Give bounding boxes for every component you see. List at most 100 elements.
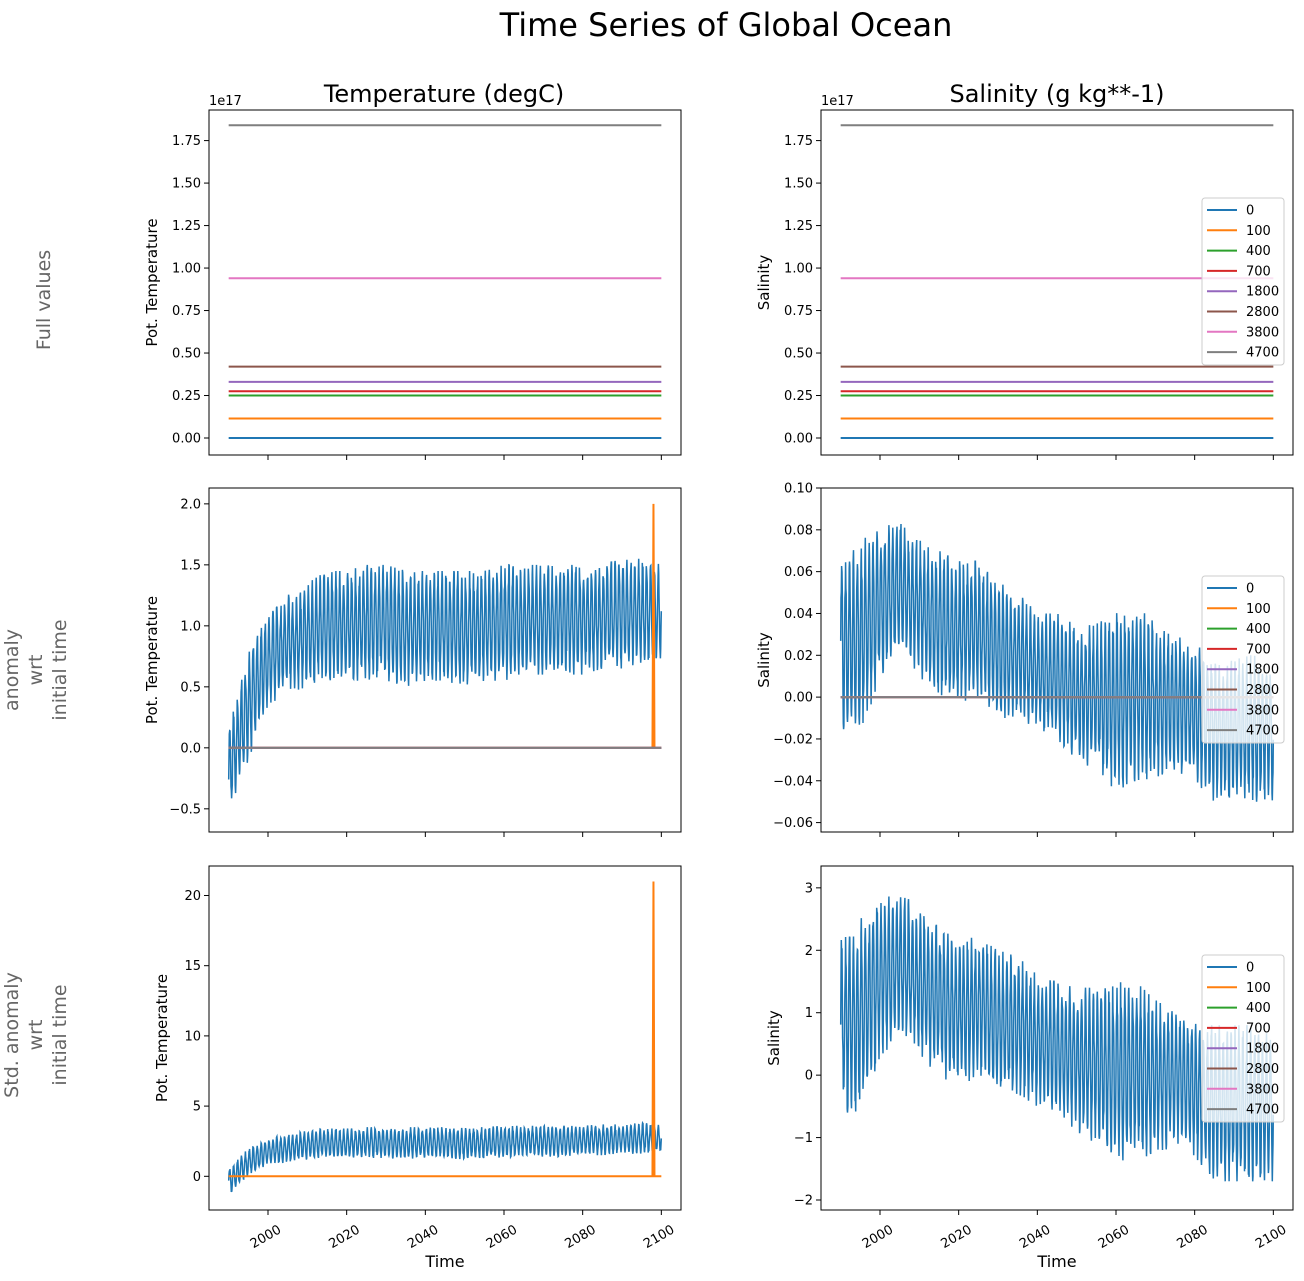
x-tick-label: 2060	[484, 1222, 520, 1252]
subplot: −0.5 0.0 0.5 1.0 1.5 2.0 Pot. Temperature	[143, 487, 682, 837]
row-label-line: initial time	[49, 984, 71, 1085]
row-label-line: wrt	[25, 1020, 47, 1051]
subplot: −0.06 −0.04 −0.02 0.00 0.02 0.04 0.06 0.08 0.10 S…	[755, 482, 1294, 837]
row-label-line: wrt	[25, 655, 47, 686]
y-offset-text: 1e17	[821, 94, 854, 109]
y-tick-label: 0	[805, 1069, 813, 1084]
y-axis-label: Salinity	[755, 632, 773, 688]
legend-label-4700: 4700	[1246, 1103, 1279, 1118]
legend-label-4700: 4700	[1246, 724, 1279, 739]
y-tick-label: 0.25	[172, 389, 201, 404]
y-tick-label: 0.04	[784, 607, 813, 622]
y-tick-label: 0.10	[784, 482, 813, 497]
legend-box	[1201, 197, 1285, 366]
row-label: Full values	[33, 250, 55, 350]
y-tick-label: 1.50	[172, 177, 201, 192]
legend-label-1800: 1800	[1246, 285, 1279, 300]
legend-label-400: 400	[1246, 1001, 1271, 1016]
subplot: 0 5 10 15 20 2000 2020 2040 2060 2080 2100 Time Pot.…	[153, 865, 682, 1271]
y-tick-label: 1.75	[784, 134, 813, 149]
y-tick-label: 1.00	[172, 262, 201, 277]
y-tick-label: 2.0	[180, 497, 201, 512]
x-tick-label: 2020	[939, 1222, 975, 1252]
y-tick-label: 0.06	[784, 565, 813, 580]
series-line-0	[839, 523, 1275, 802]
y-tick-label: 0.02	[784, 649, 813, 664]
y-tick-label: 0.50	[784, 347, 813, 362]
plot-area	[209, 110, 681, 455]
series-line-0	[227, 558, 663, 799]
y-tick-label: −0.02	[773, 732, 813, 747]
y-tick-label: 0.5	[180, 680, 201, 695]
row-label-line: anomaly	[1, 629, 23, 711]
subplot: 0.00 0.25 0.50 0.75 1.00 1.25 1.50 1.75 Salinity…	[755, 94, 1294, 460]
y-tick-label: 0.75	[172, 304, 201, 319]
axes-frame	[208, 109, 682, 456]
plot-lines	[228, 124, 662, 440]
y-offset-text: 1e17	[209, 94, 242, 109]
x-axis-label: Time	[1036, 1252, 1076, 1271]
y-tick-label: 0.08	[784, 523, 813, 538]
legend-label-0: 0	[1246, 582, 1254, 597]
y-tick-label: 0.0	[180, 741, 201, 756]
y-axis-label: Pot. Temperature	[143, 596, 161, 724]
legend-label-2800: 2800	[1246, 1062, 1279, 1077]
row-label: anomaly wrt initial time	[1, 619, 71, 720]
series-line-100	[228, 881, 662, 1178]
y-tick-label: 3	[805, 881, 813, 896]
legend-box	[1201, 575, 1285, 744]
axes-frame	[820, 865, 1294, 1211]
y-tick-label: −0.5	[169, 802, 201, 817]
legend-label-700: 700	[1246, 642, 1271, 657]
legend-label-1800: 1800	[1246, 1042, 1279, 1057]
legend-label-3800: 3800	[1246, 325, 1279, 340]
legend-label-2800: 2800	[1246, 305, 1279, 320]
y-tick-label: 0.00	[784, 432, 813, 447]
plot-lines	[839, 896, 1275, 1182]
legend-label-700: 700	[1246, 264, 1271, 279]
y-tick-label: 0.00	[172, 432, 201, 447]
y-tick-label: 0.00	[784, 691, 813, 706]
plot-lines	[839, 523, 1275, 802]
legend-label-700: 700	[1246, 1021, 1271, 1036]
y-tick-label: 15	[184, 959, 201, 974]
y-axis-label: Salinity	[755, 255, 773, 311]
y-axis-label: Pot. Temperature	[143, 218, 161, 346]
x-tick-label: 2100	[1253, 1222, 1289, 1252]
y-tick-label: 0.75	[784, 304, 813, 319]
row-label: Std. anomaly wrt initial time	[1, 972, 71, 1098]
y-tick-label: 1.25	[784, 219, 813, 234]
y-tick-label: −2	[794, 1194, 813, 1209]
y-tick-label: 5	[193, 1100, 201, 1115]
x-axis-label: Time	[424, 1252, 464, 1271]
column-title-temperature: Temperature (degC)	[323, 80, 564, 108]
legend-label-3800: 3800	[1246, 1082, 1279, 1097]
figure-title: Time Series of Global Ocean	[499, 6, 953, 44]
y-tick-label: 0	[193, 1170, 201, 1185]
plot-lines	[840, 124, 1274, 440]
axes-frame	[208, 865, 682, 1211]
legend-label-100: 100	[1246, 602, 1271, 617]
y-tick-label: 20	[184, 889, 201, 904]
y-tick-label: 1.5	[180, 558, 201, 573]
row-label-line: Std. anomaly	[1, 972, 23, 1098]
x-tick-label: 2000	[248, 1222, 284, 1252]
column-title-salinity: Salinity (g kg**-1)	[949, 80, 1164, 108]
x-tick-label: 2040	[405, 1222, 441, 1252]
series-line-0	[227, 1120, 663, 1193]
plot-lines	[227, 881, 663, 1193]
legend-label-1800: 1800	[1246, 663, 1279, 678]
legend-box	[1201, 954, 1285, 1123]
y-tick-label: 10	[184, 1029, 201, 1044]
plot-lines	[227, 503, 663, 799]
legend-label-2800: 2800	[1246, 683, 1279, 698]
legend-label-0: 0	[1246, 204, 1254, 219]
series-line-0	[839, 896, 1275, 1182]
y-tick-label: 1.25	[172, 219, 201, 234]
legend-label-0: 0	[1246, 961, 1254, 976]
y-tick-label: −0.04	[773, 774, 813, 789]
y-tick-label: 2	[805, 944, 813, 959]
legend-label-100: 100	[1246, 981, 1271, 996]
y-tick-label: 1.75	[172, 134, 201, 149]
